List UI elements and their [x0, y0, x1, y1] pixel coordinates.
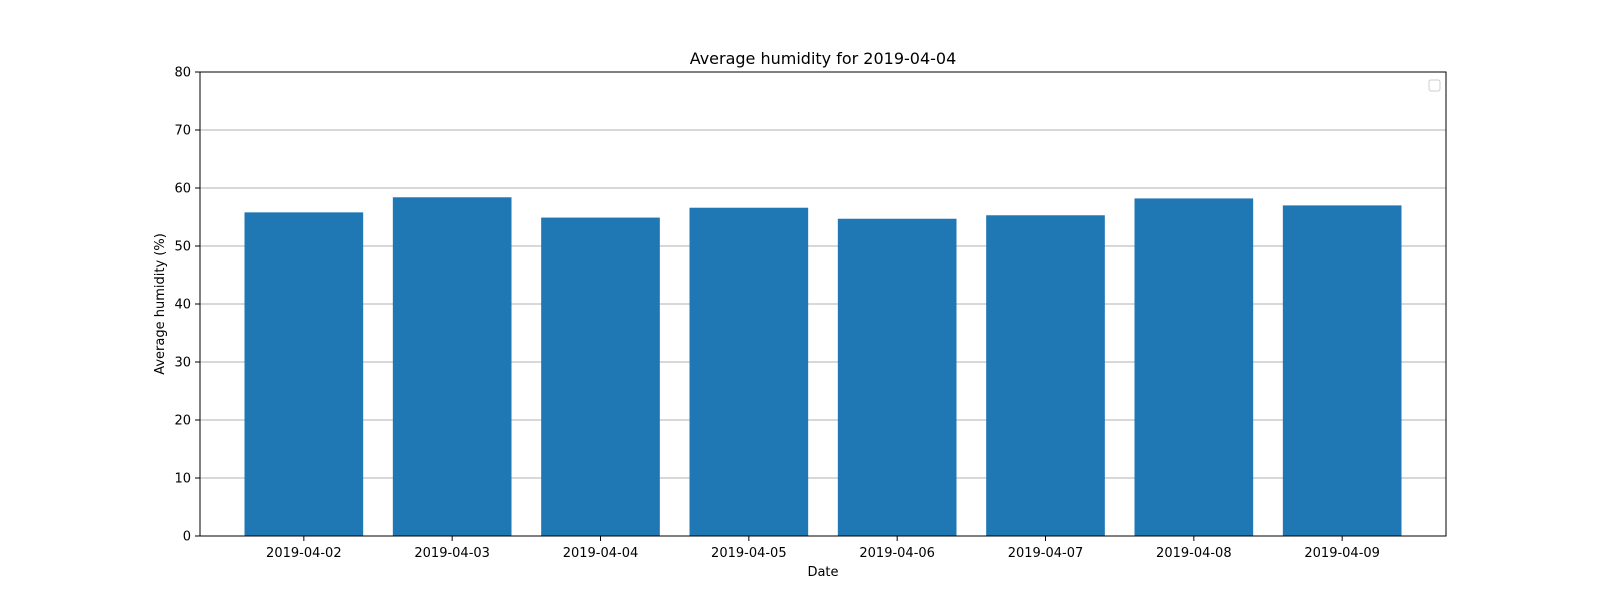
- y-tick-label: 70: [174, 124, 191, 139]
- y-tick-label: 40: [174, 298, 191, 313]
- y-tick-label: 60: [174, 182, 191, 197]
- x-tick-label: 2019-04-09: [1304, 546, 1380, 561]
- legend-box: [1428, 79, 1441, 92]
- bars: [244, 197, 1402, 537]
- bar: [986, 215, 1105, 536]
- x-tick-label: 2019-04-08: [1156, 546, 1232, 561]
- x-tick-label: 2019-04-03: [414, 546, 490, 561]
- y-tick-label: 80: [174, 66, 191, 81]
- x-axis-label: Date: [807, 565, 838, 580]
- x-tick-label: 2019-04-04: [563, 546, 639, 561]
- y-tick-label: 50: [174, 240, 191, 255]
- y-axis-label: Average humidity (%): [153, 233, 168, 375]
- bar: [244, 212, 364, 537]
- y-tick-label: 20: [174, 414, 191, 429]
- bar: [392, 197, 512, 536]
- x-tick-label: 2019-04-06: [859, 546, 935, 561]
- chart-title: Average humidity for 2019-04-04: [690, 49, 957, 68]
- x-tick-label: 2019-04-05: [711, 546, 787, 561]
- x-tick-label: 2019-04-07: [1008, 546, 1084, 561]
- y-axis-ticks: 0 10 20 30 40 50 60 70 80: [174, 66, 200, 545]
- bar: [541, 217, 660, 536]
- x-axis-ticks: 2019-04-02 2019-04-03 2019-04-04 2019-04-05…: [266, 536, 1380, 561]
- bar: [1282, 205, 1402, 536]
- bar: [689, 207, 809, 536]
- y-tick-label: 10: [174, 472, 191, 487]
- y-tick-label: 30: [174, 356, 191, 371]
- y-tick-label: 0: [183, 530, 191, 545]
- bar: [837, 218, 957, 537]
- bar: [1134, 198, 1254, 536]
- x-tick-label: 2019-04-02: [266, 546, 342, 561]
